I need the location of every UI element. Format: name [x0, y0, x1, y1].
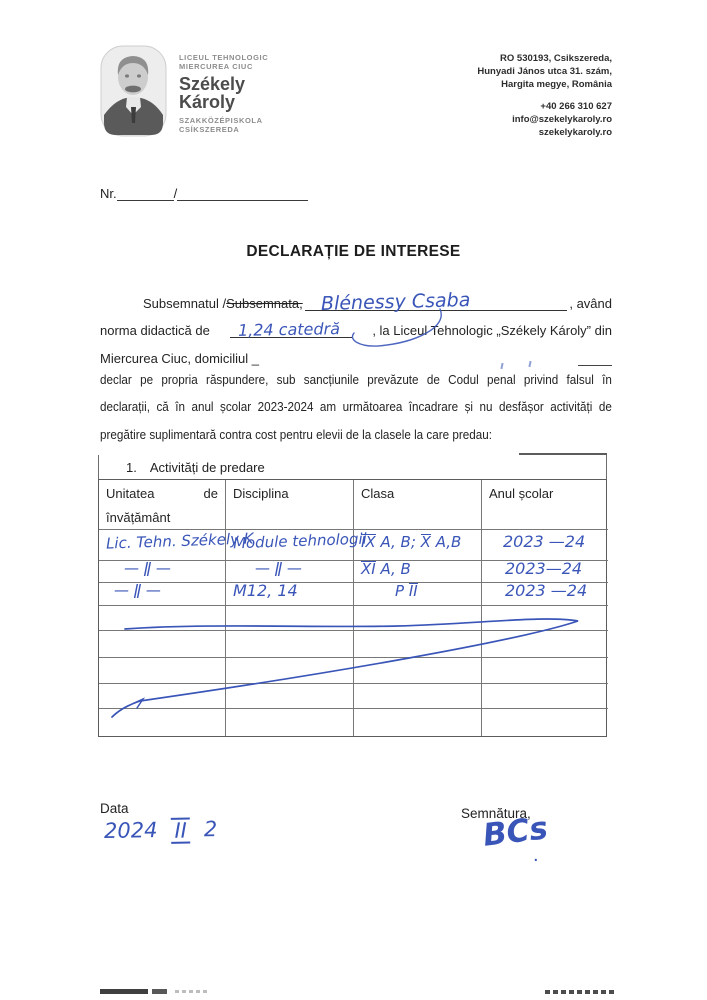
empty-cell [482, 709, 608, 736]
handwritten-norm: 1,24 catedră [237, 319, 341, 340]
handwritten-discipline: Module tehnologii [232, 529, 368, 553]
caption-label: Activități de predare [149, 459, 265, 475]
empty-cell [354, 658, 482, 684]
contact-address-line: Hunyadi János utca 31. szám, [477, 66, 612, 77]
nr-separator: / [173, 186, 178, 201]
handwritten-date: 2024 II 2 [104, 817, 218, 845]
empty-cell [354, 606, 482, 631]
handwritten-class: XI A, B [361, 560, 411, 578]
nr-blank-field [116, 186, 174, 201]
date-month-roman: II [171, 817, 191, 844]
declaration-line-3: Miercurea Ciuc, domiciliul _ [100, 338, 612, 366]
contact-block: RO 530193, Csikszereda, Hunyadi János ut… [477, 52, 612, 139]
column-header-disciplina: Disciplina [226, 480, 354, 530]
table-caption: 1. Activități de predare [98, 453, 607, 479]
name-blank-field: Blénessy Csaba [304, 289, 568, 314]
table-row-cell: — ǁ — [99, 583, 226, 606]
table-row-cell: P II [354, 583, 482, 606]
empty-cell [99, 658, 226, 684]
logo-school-name: Székely Károly [179, 74, 246, 112]
handwritten-discipline: M12, 14 [233, 581, 298, 600]
handwritten-unit-ditto: — ǁ — [114, 581, 161, 599]
struck-subsemnata: Subsemnata, [226, 295, 303, 311]
handwritten-year: 2023—24 [505, 559, 583, 578]
declaration-line-4: declar pe propria răspundere, sub sancți… [100, 371, 612, 387]
logo-org-line: CSÍKSZEREDA [179, 125, 240, 134]
table-row-cell: 2023 —24 [482, 583, 608, 606]
empty-cell [99, 709, 226, 736]
logo-org-line: MIERCUREA CIUC [179, 62, 253, 71]
table-row-cell: XI A, B [354, 561, 482, 583]
caption-number: 1. [126, 459, 137, 475]
table-row-cell: 2023—24 [482, 561, 608, 583]
empty-cell [226, 658, 354, 684]
logo-org-line: LICEUL TEHNOLOGIC [179, 53, 269, 62]
table-row-cell: — ǁ — [99, 561, 226, 583]
domicile-blank-stub [578, 352, 612, 366]
norm-blank-field: 1,24 catedră [230, 319, 353, 340]
registration-number-line: Nr. / [100, 186, 309, 201]
handwritten-discipline-ditto: — ǁ — [255, 559, 302, 577]
contact-address-line: Hargita megye, România [501, 79, 612, 90]
column-header-an-scolar: Anul școlar [482, 480, 608, 530]
table-row-cell: Module tehnologii [226, 530, 367, 561]
contact-website: szekelykaroly.ro [538, 127, 612, 138]
logo-text-block: LICEUL TEHNOLOGIC MIERCUREA CIUC Székely… [179, 45, 268, 137]
declaration-line-5: declarații, că în anul școlar 2023-2024 … [100, 399, 612, 414]
handwritten-signature: BCs [481, 810, 550, 854]
table-row-cell: — ǁ — [226, 561, 354, 583]
nr-date-blank-field [177, 186, 309, 201]
date-day: 2 [203, 817, 218, 842]
founder-portrait-image [100, 45, 167, 137]
activities-table: 1. Activități de predare Unitatea de învă… [98, 453, 608, 737]
scan-cutoff-artifact [152, 989, 167, 994]
empty-cell [354, 631, 482, 658]
empty-cell [99, 684, 226, 709]
empty-cell [354, 684, 482, 709]
empty-cell [354, 709, 482, 736]
empty-cell [99, 606, 226, 631]
table-row-cell: IX A, B; X A,B [354, 530, 482, 561]
declaration-line-2: norma didactică de 1,24 catedră, la Liceu… [100, 319, 612, 340]
table-row-cell: Lic. Tehn. Székely K [99, 529, 254, 561]
empty-cell [226, 631, 354, 658]
school-logo: LICEUL TEHNOLOGIC MIERCUREA CIUC Székely… [100, 45, 268, 137]
logo-org-line: SZAKKÖZÉPISKOLA [179, 116, 263, 125]
scan-cutoff-artifact [545, 990, 615, 994]
table-row-cell: M12, 14 [226, 583, 354, 606]
empty-cell [482, 658, 608, 684]
signature-label: Semnătura, [461, 806, 531, 821]
empty-cell [226, 709, 354, 736]
empty-cell [226, 606, 354, 631]
declaration-line-6: pregătire suplimentară contra cost pentr… [100, 426, 492, 442]
empty-cell [482, 606, 608, 631]
signature-dot: . [533, 844, 539, 866]
handwritten-class: IX A, B; X A,B [361, 533, 462, 551]
contact-address-line: RO 530193, Csikszereda, [500, 53, 612, 64]
empty-cell [482, 684, 608, 709]
empty-cell [99, 631, 226, 658]
column-header-unitate: Unitatea de învățământ [99, 480, 226, 530]
handwritten-year: 2023 —24 [503, 532, 586, 551]
contact-email: info@szekelykaroly.ro [512, 114, 612, 125]
handwritten-unit-ditto: — ǁ — [124, 559, 171, 577]
table-row-cell: 2023 —24 [482, 530, 608, 561]
scan-cutoff-artifact [100, 989, 148, 994]
date-label: Data [100, 801, 129, 816]
table-grid: Unitatea de învățământ Disciplina Clasa A… [98, 479, 608, 737]
declaration-paragraph: Subsemnatul / Subsemnata, Blénessy Csaba, … [100, 283, 612, 448]
handwritten-class: P II [395, 582, 418, 600]
scan-cutoff-artifact [175, 990, 209, 993]
contact-phone: +40 266 310 627 [540, 101, 612, 112]
date-year: 2024 [103, 818, 158, 843]
empty-cell [226, 684, 354, 709]
nr-label: Nr. [100, 186, 117, 201]
handwritten-year: 2023 —24 [505, 581, 588, 600]
partial-top-border [519, 453, 607, 455]
column-header-clasa: Clasa [354, 480, 482, 530]
document-title: DECLARAȚIE DE INTERESE [246, 243, 461, 260]
declaration-line-1: Subsemnatul / Subsemnata, Blénessy Csaba, … [143, 288, 612, 315]
empty-cell [482, 631, 608, 658]
